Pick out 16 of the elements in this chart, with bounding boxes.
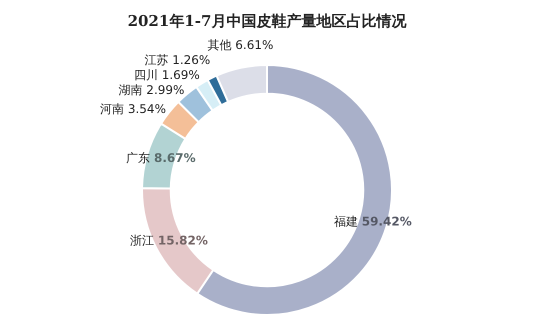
data-label: 1.69% [162,68,200,82]
data-label: 2.99% [146,83,184,98]
slice-label: 河南 [100,102,128,116]
data-label: 15.82% [158,233,208,248]
data-label: 59.42% [362,214,412,228]
slice-label: 四川 [134,68,162,82]
slice-label: 浙江 [130,233,158,248]
slice-label: 江苏 [144,53,172,68]
data-label: 3.54% [128,102,166,116]
chart-title: 2021年1-7月中国皮鞋产量地区占比情况 [126,11,408,32]
slice-label: 福建 [334,214,362,228]
data-label: 1.26% [172,53,210,68]
slice-label: 湖南 [118,83,146,98]
slice-label: 其他 [207,38,236,52]
slice-label: 广东 [126,150,154,165]
data-label: 6.61% [235,38,274,52]
